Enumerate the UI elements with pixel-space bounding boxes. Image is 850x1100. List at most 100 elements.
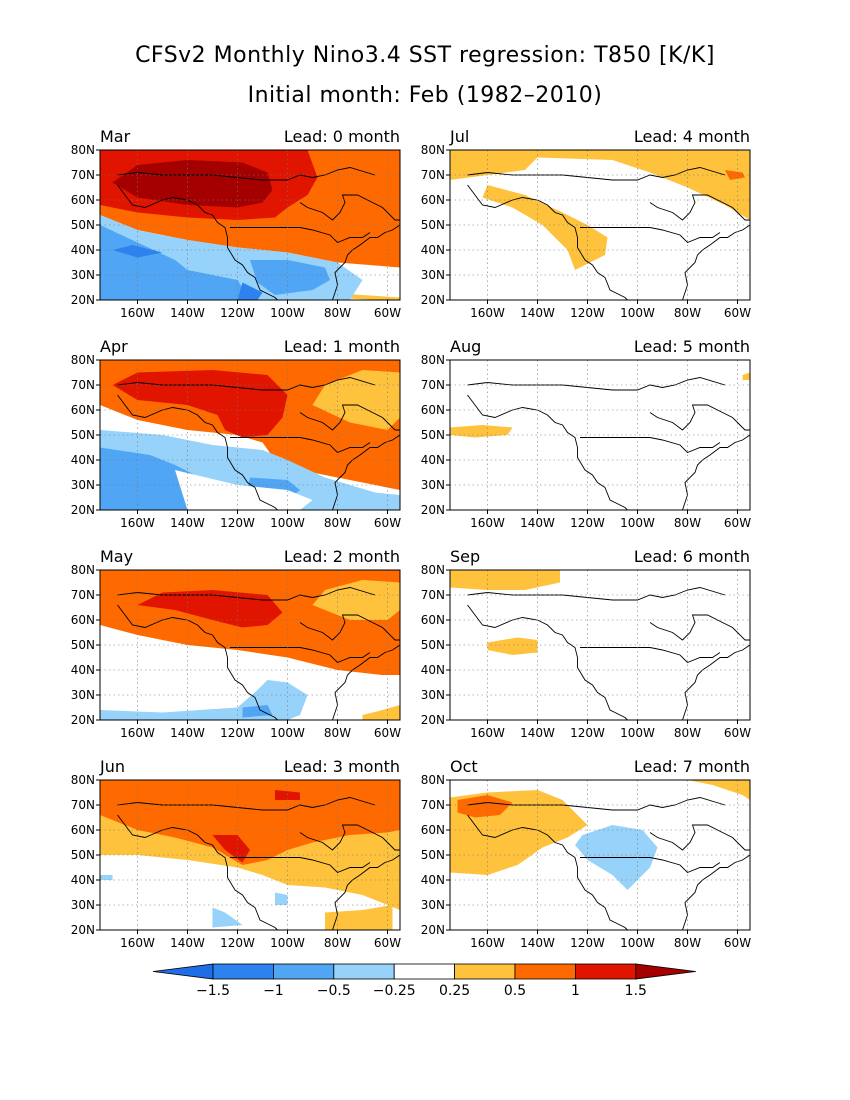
panel-lead: Lead: 2 month [284,547,400,566]
map-panel-oct: 20N 30N 40N 50N 60N 70N 80N 160W 140W 120W 100W 80W… [421,757,751,950]
coast-line [580,647,721,664]
contour-region [237,282,263,300]
lon-tick-label: 140W [520,306,555,320]
lon-tick-label: 60W [724,726,751,740]
lat-tick-label: 40N [421,243,445,257]
lat-tick-label: 80N [421,563,445,577]
lat-tick-label: 70N [71,798,95,812]
coast-line [649,824,750,851]
lat-tick-label: 80N [421,143,445,157]
colorbar-box [454,963,516,980]
contour-region [100,875,113,880]
contour-region [242,705,273,718]
contour-fills [450,372,750,438]
lat-tick-label: 80N [71,773,95,787]
coast-line [649,404,750,431]
map-panels: 20N 30N 40N 50N 60N 70N 80N 160W 140W 120W 100W 80W… [71,127,751,950]
coast-line [117,814,278,930]
coast-line [332,854,400,930]
contour-region [275,892,288,905]
lat-tick-label: 20N [421,293,445,307]
panel-lead: Lead: 1 month [284,337,400,356]
map-panel-jul: 20N 30N 40N 50N 60N 70N 80N 160W 140W 120W 100W 80W… [421,127,751,320]
lon-tick-label: 100W [270,516,305,530]
coast-line [682,854,750,930]
map-panel-jun: 20N 30N 40N 50N 60N 70N 80N 160W 140W 120W 100W 80W… [71,757,401,950]
coast-line [682,644,750,720]
lat-tick-label: 50N [71,638,95,652]
lat-tick-label: 50N [71,428,95,442]
lat-tick-label: 60N [421,613,445,627]
contour-region [325,905,393,930]
lon-tick-label: 160W [470,516,505,530]
lon-tick-label: 140W [170,516,205,530]
lon-tick-label: 120W [570,306,605,320]
lon-tick-label: 60W [374,306,401,320]
coast-line [467,604,628,720]
lon-tick-label: 60W [724,516,751,530]
panel-month: Mar [100,127,131,146]
coastline [117,797,400,930]
panel-lead: Lead: 6 month [634,547,750,566]
lon-tick-label: 120W [220,726,255,740]
coast-line [230,227,371,244]
lat-tick-label: 30N [71,688,95,702]
lon-tick-label: 120W [220,516,255,530]
panel-lead: Lead: 3 month [284,757,400,776]
lon-tick-label: 80W [324,306,351,320]
coast-line [230,857,371,874]
contour-region [487,637,538,655]
lat-tick-label: 30N [421,898,445,912]
panel-lead: Lead: 4 month [634,127,750,146]
lat-tick-label: 40N [421,663,445,677]
contour-region [212,835,250,863]
coastline [467,587,750,720]
coast-line [117,604,278,720]
coast-line [649,194,750,221]
lat-tick-label: 60N [71,823,95,837]
colorbar-box [514,963,576,980]
coast-line [332,224,400,300]
lon-tick-label: 80W [324,516,351,530]
map-panel-apr: 20N 30N 40N 50N 60N 70N 80N 160W 140W 120W 100W 80W… [71,337,401,530]
lat-tick-label: 60N [71,193,95,207]
lon-tick-label: 100W [270,936,305,950]
coastline [117,377,400,510]
colorbar-extend-high [635,963,696,980]
lat-tick-label: 60N [421,403,445,417]
panel-month: Jul [449,127,469,146]
lat-tick-label: 50N [421,848,445,862]
lat-tick-label: 30N [421,478,445,492]
lon-tick-label: 140W [170,306,205,320]
contour-region [250,260,330,295]
map-panel-mar: 20N 30N 40N 50N 60N 70N 80N 160W 140W 120W 100W 80W… [71,127,401,320]
coast-line [230,437,371,454]
panel-lead: Lead: 5 month [634,337,750,356]
contour-fills [100,780,400,930]
lon-tick-label: 120W [570,936,605,950]
gridlines [100,150,400,300]
coast-line [467,587,726,601]
lat-tick-label: 30N [71,478,95,492]
coast-line [467,814,628,930]
panel-month: Jun [99,757,125,776]
contour-region [112,245,163,258]
coastline [117,167,400,300]
coast-line [117,587,376,601]
lat-tick-label: 50N [71,218,95,232]
lon-tick-label: 100W [620,306,655,320]
lat-tick-label: 80N [71,563,95,577]
lat-tick-label: 40N [71,663,95,677]
coast-line [299,194,400,221]
lon-tick-label: 140W [520,726,555,740]
lon-tick-label: 160W [120,306,155,320]
contour-region [312,580,400,620]
lat-tick-label: 70N [421,798,445,812]
lat-tick-label: 70N [71,168,95,182]
lon-tick-label: 60W [724,936,751,950]
lat-tick-label: 40N [71,453,95,467]
lat-tick-label: 40N [71,243,95,257]
lat-tick-label: 50N [421,638,445,652]
contour-region [112,370,288,438]
